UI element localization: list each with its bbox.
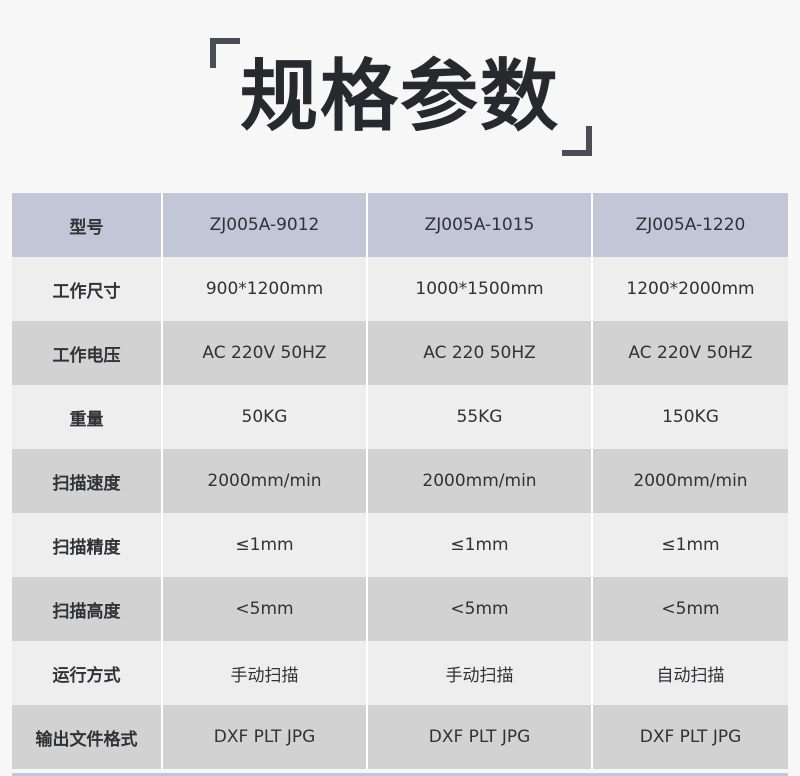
cell-value: 2000mm/min: [591, 449, 788, 513]
cell-value: DXF PLT JPG: [366, 705, 593, 769]
spec-table: 型号 ZJ005A-9012 ZJ005A-1015 ZJ005A-1220 工作尺寸 9…: [12, 193, 788, 769]
cell-value: 2000mm/min: [161, 449, 368, 513]
page-title: 规格参数: [239, 52, 560, 142]
row-label: 工作尺寸: [12, 257, 163, 321]
table-bottom-edge: [12, 773, 788, 776]
cell-value: <5mm: [161, 577, 368, 641]
row-label: 输出文件格式: [12, 705, 163, 769]
cell-value: 1000*1500mm: [366, 257, 593, 321]
cell-value: <5mm: [366, 577, 593, 641]
cell-value: 150KG: [591, 385, 788, 449]
cell-value: 2000mm/min: [366, 449, 593, 513]
table-row: 工作尺寸 900*1200mm 1000*1500mm 1200*2000mm: [12, 257, 788, 321]
cell-value: ≤1mm: [161, 513, 368, 577]
cell-value: 自动扫描: [591, 641, 788, 705]
table-row: 运行方式 手动扫描 手动扫描 自动扫描: [12, 641, 788, 705]
table-row: 输出文件格式 DXF PLT JPG DXF PLT JPG DXF PLT JPG: [12, 705, 788, 769]
cell-value: <5mm: [591, 577, 788, 641]
bracket-top-left-decoration: [210, 38, 240, 68]
bracket-bottom-right-decoration: [562, 126, 592, 156]
cell-value: AC 220V 50HZ: [591, 321, 788, 385]
table-header-row: 型号 ZJ005A-9012 ZJ005A-1015 ZJ005A-1220: [12, 193, 788, 257]
cell-value: 50KG: [161, 385, 368, 449]
cell-value: DXF PLT JPG: [591, 705, 788, 769]
table-row: 重量 50KG 55KG 150KG: [12, 385, 788, 449]
row-label: 扫描精度: [12, 513, 163, 577]
row-label: 工作电压: [12, 321, 163, 385]
cell-value: ZJ005A-1220: [591, 193, 788, 257]
row-label: 运行方式: [12, 641, 163, 705]
row-label: 扫描速度: [12, 449, 163, 513]
row-label: 重量: [12, 385, 163, 449]
table-row: 工作电压 AC 220V 50HZ AC 220 50HZ AC 220V 50HZ: [12, 321, 788, 385]
table-row: 扫描高度 <5mm <5mm <5mm: [12, 577, 788, 641]
row-label: 型号: [12, 193, 163, 257]
cell-value: AC 220 50HZ: [366, 321, 593, 385]
cell-value: ≤1mm: [591, 513, 788, 577]
cell-value: ≤1mm: [366, 513, 593, 577]
cell-value: DXF PLT JPG: [161, 705, 368, 769]
table-row: 扫描精度 ≤1mm ≤1mm ≤1mm: [12, 513, 788, 577]
cell-value: ZJ005A-1015: [366, 193, 593, 257]
cell-value: 55KG: [366, 385, 593, 449]
cell-value: 手动扫描: [161, 641, 368, 705]
row-label: 扫描高度: [12, 577, 163, 641]
cell-value: 手动扫描: [366, 641, 593, 705]
table-row: 扫描速度 2000mm/min 2000mm/min 2000mm/min: [12, 449, 788, 513]
cell-value: AC 220V 50HZ: [161, 321, 368, 385]
cell-value: 1200*2000mm: [591, 257, 788, 321]
cell-value: 900*1200mm: [161, 257, 368, 321]
cell-value: ZJ005A-9012: [161, 193, 368, 257]
